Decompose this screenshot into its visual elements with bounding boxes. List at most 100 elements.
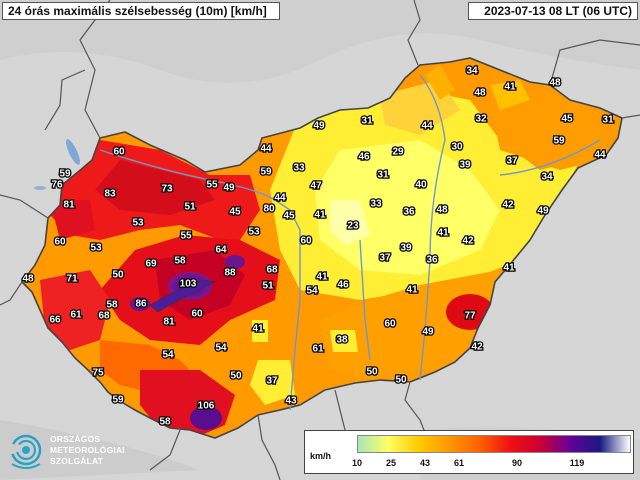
station-value: 61	[70, 310, 82, 321]
station-value: 31	[361, 116, 373, 127]
station-value: 81	[163, 317, 175, 328]
station-value: 49	[223, 183, 235, 194]
logo-line-3: SZOLGÁLAT	[50, 456, 104, 466]
legend-tick: 43	[419, 458, 431, 468]
station-value: 45	[561, 114, 573, 125]
station-value: 54	[162, 350, 174, 361]
station-value: 42	[502, 200, 514, 211]
station-value: 37	[379, 253, 391, 264]
station-value: 41	[437, 228, 449, 239]
map-timestamp: 2023-07-13 08 LT (06 UTC)	[468, 2, 638, 20]
station-value: 46	[358, 152, 370, 163]
legend-color-bar	[357, 435, 631, 453]
station-value: 69	[145, 259, 157, 270]
station-value: 53	[248, 227, 260, 238]
station-value: 41	[406, 285, 418, 296]
station-value: 42	[471, 342, 483, 353]
station-value: 53	[90, 243, 102, 254]
station-value: 44	[260, 144, 272, 155]
logo-line-1: ORSZÁGOS	[50, 434, 101, 444]
station-value: 103	[180, 279, 197, 290]
station-value: 33	[370, 199, 382, 210]
omsz-logo-icon	[10, 434, 42, 469]
station-value: 41	[252, 324, 264, 335]
station-value: 80	[263, 204, 275, 215]
station-value: 34	[466, 66, 478, 77]
legend-tick: 10	[351, 458, 363, 468]
station-value: 41	[314, 210, 326, 221]
station-value: 41	[503, 263, 515, 274]
legend-unit: km/h	[310, 451, 332, 461]
map-title: 24 órás maximális szélsebesség (10m) [km…	[2, 2, 280, 20]
station-value: 31	[602, 115, 614, 126]
station-value: 59	[112, 395, 124, 406]
station-value: 23	[347, 221, 359, 232]
station-value: 48	[474, 88, 486, 99]
station-value: 81	[63, 200, 75, 211]
station-value: 77	[464, 311, 476, 322]
station-value: 58	[174, 256, 186, 267]
station-values: 34 48 48 41 32 44 31 49 59 45 31 44 30 29 46 44 33 37 39 31…	[21, 64, 615, 429]
station-value: 51	[184, 202, 196, 213]
station-value: 59	[59, 169, 71, 180]
station-value: 50	[395, 375, 407, 386]
station-value: 31	[377, 170, 389, 181]
omsz-logo: ORSZÁGOS METEOROLÓGIAI SZOLGÁLAT	[8, 430, 138, 476]
legend-tick: 90	[511, 458, 523, 468]
station-value: 36	[426, 255, 438, 266]
station-value: 41	[504, 82, 516, 93]
station-value: 51	[262, 281, 274, 292]
station-value: 50	[230, 371, 242, 382]
station-value: 58	[159, 417, 171, 428]
station-value: 75	[92, 368, 104, 379]
station-value: 60	[54, 237, 66, 248]
station-value: 60	[300, 236, 312, 247]
station-value: 86	[135, 299, 147, 310]
station-value: 50	[366, 367, 378, 378]
station-value: 46	[337, 280, 349, 291]
station-value: 48	[436, 205, 448, 216]
station-value: 55	[206, 180, 218, 191]
station-value: 38	[336, 335, 348, 346]
station-value: 49	[313, 121, 325, 132]
station-value: 49	[422, 327, 434, 338]
station-value: 39	[459, 160, 471, 171]
station-value: 37	[506, 156, 518, 167]
station-value: 68	[98, 311, 110, 322]
station-value: 45	[283, 211, 295, 222]
station-value: 41	[316, 272, 328, 283]
logo-line-2: METEOROLÓGIAI	[50, 445, 125, 455]
station-value: 37	[266, 376, 278, 387]
station-value: 42	[462, 236, 474, 247]
station-value: 58	[106, 300, 118, 311]
station-value: 59	[260, 167, 272, 178]
station-value: 59	[553, 136, 565, 147]
station-value: 43	[285, 396, 297, 407]
station-value: 54	[215, 343, 227, 354]
station-value: 30	[451, 142, 463, 153]
station-value: 39	[400, 243, 412, 254]
station-value: 106	[198, 401, 215, 412]
station-value: 50	[112, 270, 124, 281]
station-value: 40	[415, 180, 427, 191]
station-value: 76	[51, 180, 63, 191]
station-value: 36	[403, 207, 415, 218]
legend-tick: 119	[569, 458, 585, 468]
station-value: 54	[306, 286, 318, 297]
station-value: 44	[421, 121, 433, 132]
legend-tick: 61	[453, 458, 465, 468]
station-value: 66	[49, 315, 61, 326]
station-value: 32	[475, 114, 487, 125]
station-value: 73	[161, 184, 173, 195]
station-value: 88	[224, 268, 236, 279]
station-value: 64	[215, 245, 227, 256]
station-value: 61	[312, 344, 324, 355]
station-value: 48	[549, 78, 561, 89]
legend-tick: 25	[385, 458, 397, 468]
station-value: 33	[293, 163, 305, 174]
station-value: 47	[310, 181, 322, 192]
station-value: 53	[132, 218, 144, 229]
station-value: 49	[537, 206, 549, 217]
color-legend: km/h 10 25 43 61 90 119	[304, 430, 634, 474]
